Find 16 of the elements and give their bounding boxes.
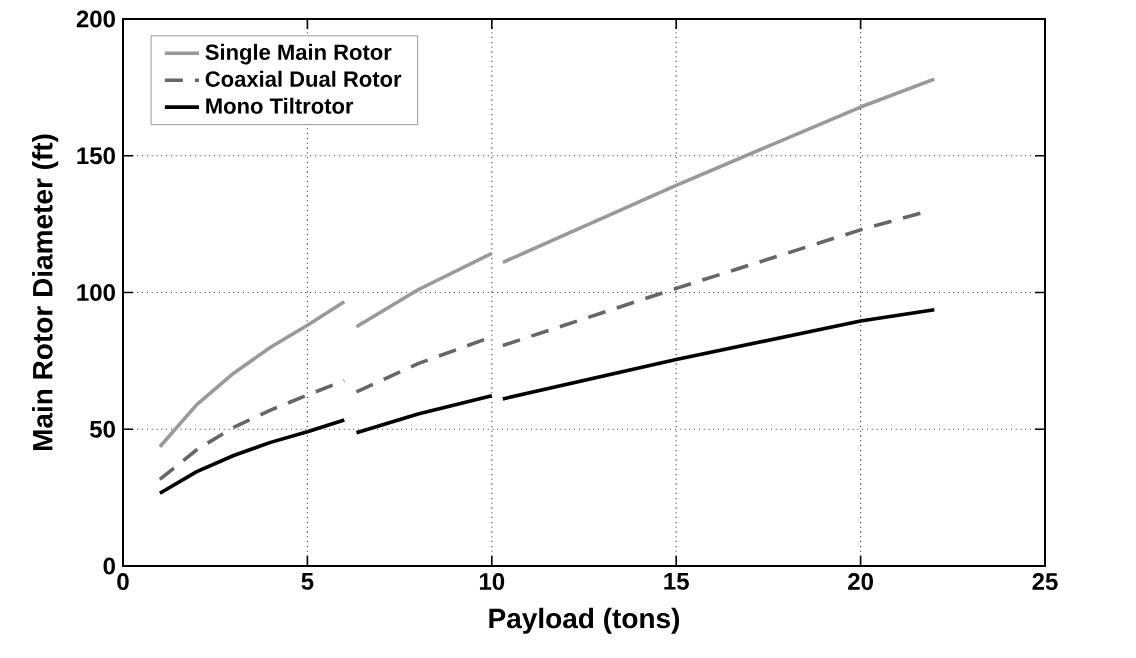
legend-label: Coaxial Dual Rotor: [205, 70, 402, 87]
x-tick-label: 10: [479, 573, 505, 591]
y-tick-label: 150: [77, 147, 115, 165]
y-tick-label: 0: [103, 557, 115, 575]
legend-label: Single Main Rotor: [205, 43, 392, 65]
y-tick-label: 50: [90, 420, 115, 438]
x-tick-label: 15: [664, 573, 689, 590]
x-tick-label: 20: [848, 573, 873, 591]
x-tick-label: 0: [117, 573, 129, 591]
x-axis-title: Payload (tons): [489, 607, 680, 634]
y-axis-title: Main Rotor Diameter (ft): [32, 134, 59, 451]
legend-label: Mono Tiltrotor: [206, 97, 354, 114]
y-tick-label: 200: [76, 10, 115, 28]
x-tick-label: 5: [301, 573, 314, 590]
x-tick-label: 25: [1032, 573, 1058, 591]
y-tick-label: 100: [77, 284, 115, 301]
